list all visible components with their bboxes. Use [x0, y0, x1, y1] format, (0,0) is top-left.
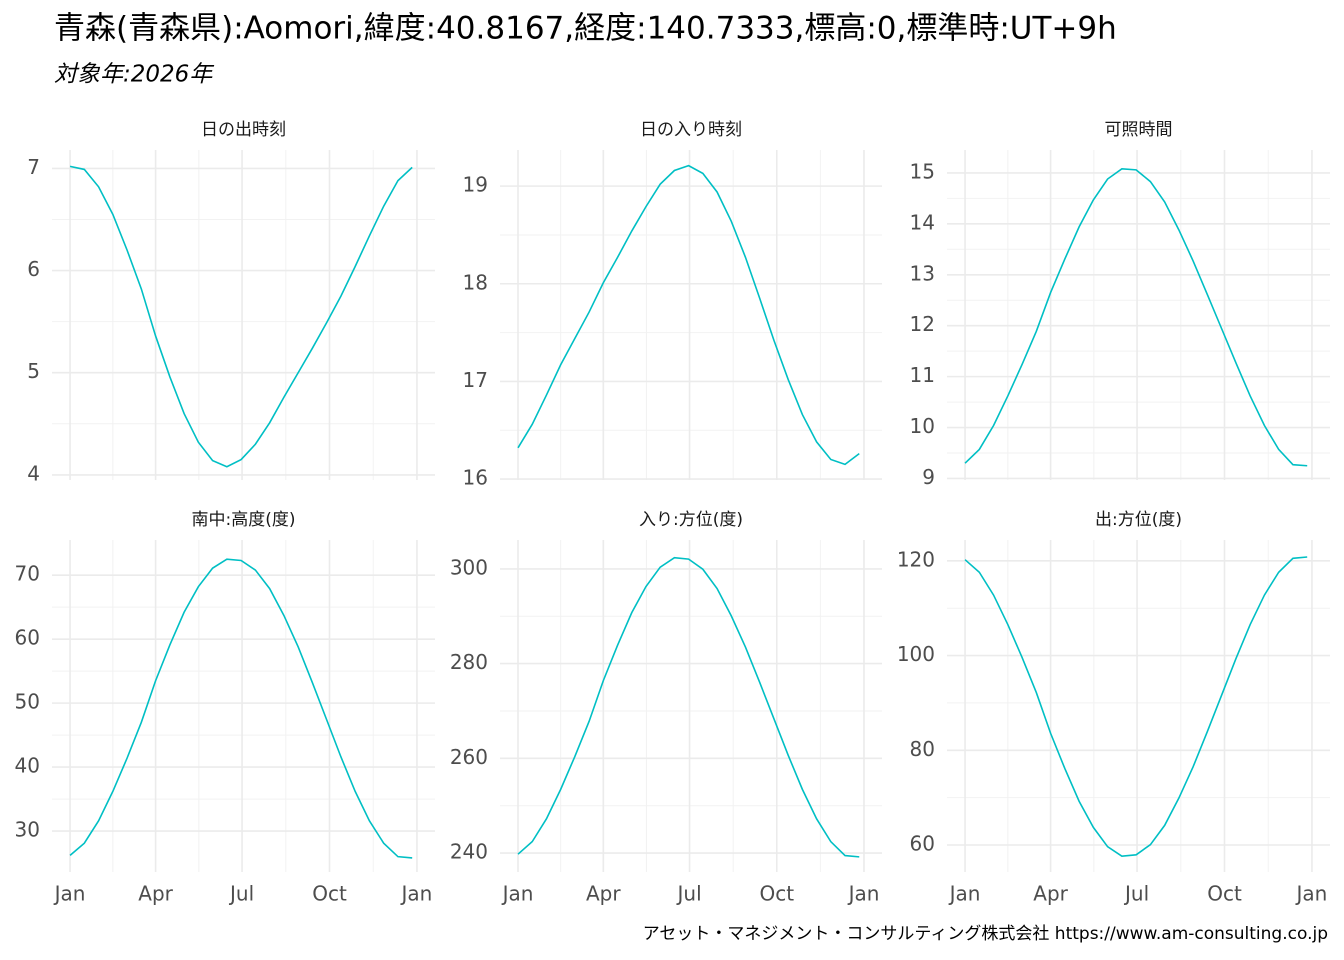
- x-tick-label: Jan: [501, 882, 534, 906]
- x-tick-label: Jan: [400, 882, 433, 906]
- y-tick-label: 14: [910, 210, 935, 234]
- x-tick-label: Apr: [138, 882, 173, 906]
- x-tick-label: Jul: [228, 882, 254, 906]
- x-tick-label: Jan: [1295, 882, 1328, 906]
- panel: 南中:高度(度) 30 40 50 60 70 Jan Apr Jul Oct Jan: [15, 510, 435, 906]
- facet-title: 出:方位(度): [1095, 510, 1182, 530]
- y-tick-label: 5: [27, 359, 40, 383]
- y-tick-label: 13: [910, 261, 935, 285]
- chart-title: 青森(青森県):Aomori,緯度:40.8167,経度:140.7333,標高…: [54, 11, 1117, 47]
- y-tick-label: 70: [15, 562, 40, 586]
- x-tick-label: Oct: [759, 882, 794, 906]
- x-tick-label: Jul: [1123, 882, 1149, 906]
- line: [517, 556, 860, 858]
- panel: 可照時間 9 10 11 12 13 14 15: [910, 120, 1330, 489]
- y-tick-label: 50: [15, 690, 40, 714]
- panel: 出:方位(度) 60 80 100 120 Jan Apr Jul Oct Jan: [897, 510, 1330, 906]
- y-tick-label: 6: [27, 257, 40, 281]
- y-tick-label: 260: [450, 745, 488, 769]
- y-tick-label: 4: [27, 461, 40, 485]
- line: [964, 168, 1308, 467]
- y-tick-label: 120: [897, 547, 935, 571]
- panel: 入り:方位(度) 240 260 280 300 Jan Apr Jul Oct Jan: [450, 510, 882, 906]
- line: [69, 558, 413, 859]
- facet-title: 南中:高度(度): [192, 510, 296, 530]
- caption: アセット・マネジメント・コンサルティング株式会社 https://www.am-…: [643, 924, 1328, 944]
- facet-title: 日の出時刻: [201, 120, 286, 140]
- line: [517, 164, 860, 466]
- x-tick-label: Oct: [1207, 882, 1242, 906]
- line: [964, 556, 1308, 858]
- y-tick-label: 17: [463, 368, 488, 392]
- facet-title: 可照時間: [1105, 120, 1173, 140]
- facet-title: 日の入り時刻: [640, 120, 742, 140]
- y-tick-label: 15: [910, 159, 935, 183]
- y-tick-label: 19: [463, 173, 488, 197]
- y-tick-label: 9: [922, 465, 935, 489]
- x-tick-label: Jan: [53, 882, 86, 906]
- x-tick-label: Apr: [1033, 882, 1068, 906]
- y-tick-label: 280: [450, 650, 488, 674]
- x-tick-label: Jul: [676, 882, 702, 906]
- y-tick-label: 12: [910, 312, 935, 336]
- y-tick-label: 60: [15, 626, 40, 650]
- y-tick-label: 80: [910, 737, 935, 761]
- y-tick-label: 40: [15, 754, 40, 778]
- x-tick-label: Oct: [312, 882, 347, 906]
- line: [69, 165, 413, 468]
- x-tick-label: Jan: [948, 882, 981, 906]
- y-tick-label: 60: [910, 832, 935, 856]
- x-tick-label: Jan: [847, 882, 880, 906]
- chart-subtitle: 対象年:2026年: [54, 62, 214, 88]
- y-tick-label: 7: [27, 155, 40, 179]
- y-tick-label: 30: [15, 818, 40, 842]
- y-tick-label: 11: [910, 363, 935, 387]
- y-tick-label: 18: [463, 270, 488, 294]
- y-tick-label: 300: [450, 555, 488, 579]
- panel: 日の出時刻 4 5 6 7: [27, 120, 435, 485]
- panel: 日の入り時刻 16 17 18 19: [463, 120, 882, 490]
- y-tick-label: 10: [910, 414, 935, 438]
- y-tick-label: 240: [450, 840, 488, 864]
- y-tick-label: 100: [897, 642, 935, 666]
- y-tick-label: 16: [463, 466, 488, 490]
- x-tick-label: Apr: [586, 882, 621, 906]
- facet-title: 入り:方位(度): [639, 510, 743, 530]
